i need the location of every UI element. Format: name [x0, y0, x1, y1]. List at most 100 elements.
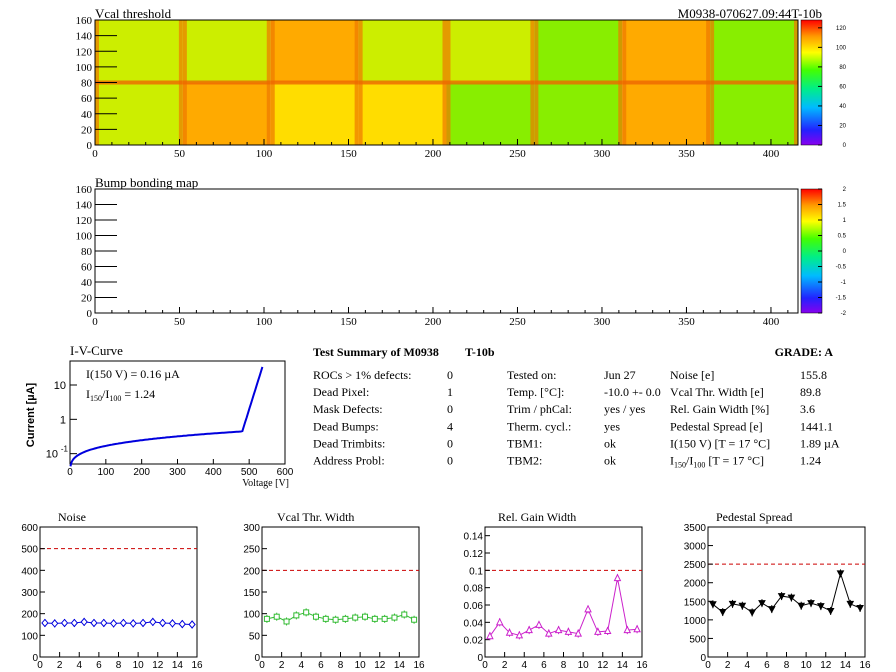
x-tick-label: 0 [37, 660, 43, 671]
data-point [273, 613, 280, 620]
chart-frame [261, 526, 420, 658]
vcal-color-palette: 0 20 40 60 80 100 120 [800, 19, 847, 149]
data-point [544, 628, 553, 637]
iv-x-tick-label: 600 [277, 467, 294, 478]
chart-vcal-thr-width: Vcal Thr. Width 0 50 100 150 200 250 300 0 2 4 6 8 10… [243, 510, 425, 671]
data-point [797, 602, 806, 610]
y-tick-label: 200 [21, 610, 38, 621]
summary-mid-value: Jun 27 [604, 368, 636, 382]
y-tick-label: 0 [254, 653, 260, 664]
summary-left-value: 0 [447, 454, 453, 468]
bump-palette-bar [801, 189, 822, 313]
summary-left-value: 4 [447, 419, 453, 433]
vcal-palette-bar [801, 20, 822, 145]
x-tick-label: 12 [597, 660, 609, 671]
data-point [158, 618, 167, 628]
x-tick-label: 8 [561, 660, 567, 671]
y-tick-label: 150 [243, 588, 260, 599]
roc-edge [270, 20, 275, 83]
data-point [371, 615, 378, 622]
data-point [495, 617, 504, 626]
roc-block [622, 20, 711, 83]
x-tick-label: 16 [191, 660, 203, 671]
chart-frame [707, 526, 866, 658]
data-point [817, 603, 825, 611]
roc-block [446, 82, 535, 145]
summary-right-value: 1441.1 [800, 419, 833, 433]
vcal-palette-frame [800, 19, 823, 146]
roc-block [710, 20, 798, 83]
data-point [623, 625, 632, 634]
x-tick-label: 2 [57, 660, 63, 671]
data-point [263, 615, 270, 622]
data-point [332, 616, 339, 623]
x-tick-label: 14 [394, 660, 406, 671]
vcal-y-tick-label: 40 [81, 109, 93, 121]
x-tick-label: 16 [859, 660, 871, 671]
iv-note-ratio-value: = 1.24 [121, 387, 155, 401]
roc-block [270, 20, 359, 83]
summary-tag: T-10b [465, 345, 495, 359]
x-tick-label: 8 [338, 660, 344, 671]
roc-block [534, 82, 623, 145]
bump-background [95, 189, 798, 313]
data-point [515, 630, 524, 639]
x-tick-label: 12 [152, 660, 164, 671]
summary-left-value: 0 [447, 436, 453, 450]
data-point [90, 618, 98, 628]
iv-xlabel: Voltage [V] [242, 478, 289, 489]
x-tick-label: 10 [578, 660, 590, 671]
bump-x-tick-label: 300 [594, 316, 611, 328]
bump-map-axes: 0 20 40 60 80 100 120 140 160 0 50 100 150 200 250 300 3… [76, 184, 799, 328]
data-point [178, 619, 186, 629]
summary-right-label: Pedestal Spread [e] [670, 419, 763, 433]
bump-x-tick-label: 350 [678, 316, 695, 328]
iv-title: I-V-Curve [70, 343, 123, 358]
roc-edge [534, 82, 623, 85]
y-tick-label: 300 [21, 588, 38, 599]
vcal-y-tick-label: 120 [76, 46, 93, 58]
vcal-palette-label: 40 [839, 104, 846, 110]
x-tick-label: 8 [116, 660, 122, 671]
bump-x-tick-label: 400 [763, 316, 780, 328]
iv-ylabel: Current [µA] [25, 382, 37, 447]
roc-edge [622, 20, 627, 83]
roc-edge [442, 20, 447, 83]
test-summary-panel: Test Summary of M0938 T-10b GRADE: A ROCs… [313, 345, 840, 470]
data-point [728, 600, 737, 608]
summary-mid-label: Tested on: [507, 368, 556, 382]
roc-edge [354, 82, 359, 145]
vcal-map-title: Vcal threshold [95, 6, 172, 21]
y-tick-label: 500 [689, 634, 706, 645]
data-point [303, 609, 310, 616]
y-tick-label: 0.04 [464, 618, 484, 629]
y-tick-label: 100 [243, 610, 260, 621]
vcal-x-tick-label: 100 [256, 148, 273, 160]
summary-right-label: Noise [e] [670, 368, 714, 382]
summary-rows: ROCs > 1% defects: 0 Dead Pixel: 1 Mask Defe… [313, 368, 840, 470]
data-point [70, 618, 79, 628]
data-point [613, 573, 622, 582]
x-tick-label: 2 [279, 660, 285, 671]
data-point [748, 609, 756, 617]
iv-x-tick-label: 400 [205, 467, 222, 478]
data-point [807, 600, 815, 608]
bump-map-title: Bump bonding map [95, 175, 198, 190]
y-tick-label: 0.08 [464, 584, 484, 595]
roc-edge [182, 80, 271, 83]
x-tick-label: 6 [96, 660, 102, 671]
roc-edge [270, 80, 359, 83]
bump-palette-label: -0.5 [836, 265, 847, 271]
summary-left-label: Dead Pixel: [313, 385, 369, 399]
x-tick-label: 14 [840, 660, 852, 671]
y-tick-label: 0.02 [464, 636, 484, 647]
data-point [352, 614, 359, 621]
roc-edge [618, 20, 623, 83]
bump-x-tick-label: 0 [92, 316, 98, 328]
x-tick-label: 12 [820, 660, 832, 671]
roc-edge [178, 20, 183, 83]
summary-right-label: Vcal Thr. Width [e] [670, 385, 764, 399]
roc-block [710, 82, 798, 145]
roc-edge [530, 82, 535, 145]
data-point [603, 626, 612, 634]
